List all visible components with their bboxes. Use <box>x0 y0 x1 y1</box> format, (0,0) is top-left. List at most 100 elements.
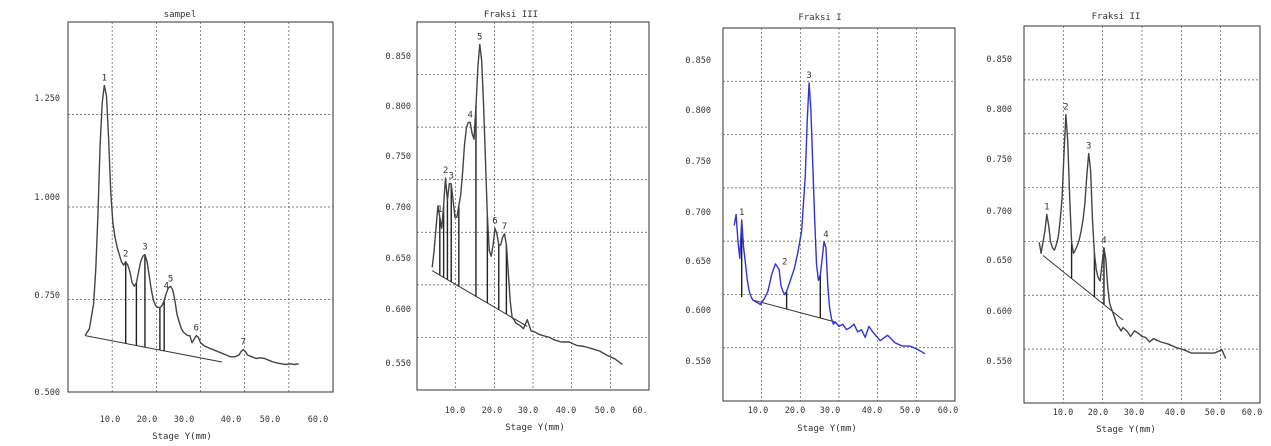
y-tick-label: 0.550 <box>986 357 1012 367</box>
x-tick-label: 40.0 <box>1165 408 1185 418</box>
x-tick-label: 40.0 <box>862 406 882 416</box>
y-tick-label: 0.750 <box>986 155 1012 165</box>
peak-label: 4 <box>823 230 828 240</box>
y-tick-label: 1.250 <box>34 94 60 104</box>
peak-label: 4 <box>164 281 169 291</box>
y-tick-label: 0.750 <box>385 152 411 162</box>
peak-label: 5 <box>168 274 173 284</box>
y-tick-label: 0.850 <box>385 52 411 62</box>
peak-label: 6 <box>492 216 497 226</box>
peak-label: 3 <box>142 243 147 253</box>
x-axis-ticks: 10.0 20.0 30.0 40.0 50.0 60.0 <box>1053 408 1262 418</box>
chromatogram-line <box>733 82 926 355</box>
x-tick-label: 10.0 <box>1053 408 1073 418</box>
y-tick-label: 0.750 <box>34 291 60 301</box>
y-tick-label: 0.800 <box>385 102 411 112</box>
y-axis-ticks: 0.850 0.800 0.750 0.700 0.650 0.600 0.55… <box>685 56 711 367</box>
x-axis-ticks: 10.0 20.0 30.0 40.0 50.0 60.0 <box>748 406 958 416</box>
x-tick-label: 30.0 <box>1124 408 1144 418</box>
peak-label: 2 <box>123 250 128 260</box>
baseline-line <box>1042 255 1124 321</box>
chart-panel-fraksi-iii: Fraksi III 0.850 0.800 0.750 0.700 0.650… <box>385 10 650 433</box>
gridlines <box>417 22 649 390</box>
x-tick-label: 60.0 <box>1242 408 1262 418</box>
x-tick-label: 30.0 <box>174 415 194 425</box>
peak-label: 2 <box>1063 103 1068 113</box>
y-tick-label: 0.500 <box>34 388 60 398</box>
y-tick-label: 0.700 <box>986 207 1012 217</box>
gridlines <box>1024 26 1260 403</box>
chart-panel-fraksi-i: Fraksi I 0.850 0.800 0.750 0.700 0.650 0… <box>685 13 958 434</box>
y-tick-label: 0.550 <box>385 359 411 369</box>
chart-marks: 1 2 3 4 <box>733 71 926 355</box>
y-tick-label: 0.700 <box>385 203 411 213</box>
peak-label: 3 <box>1086 142 1091 152</box>
x-tick-label: 60. <box>632 406 647 416</box>
peak-label: 4 <box>468 110 473 120</box>
y-tick-label: 0.600 <box>385 305 411 315</box>
y-tick-label: 0.850 <box>685 56 711 66</box>
x-tick-label: 40.0 <box>556 406 576 416</box>
x-tick-label: 10.0 <box>100 415 120 425</box>
chart-marks: 1 2 3 4 <box>1038 103 1227 359</box>
y-tick-label: 0.600 <box>986 307 1012 317</box>
y-axis-ticks: 0.850 0.800 0.750 0.700 0.650 0.600 0.55… <box>385 52 411 369</box>
chart-title: sampel <box>164 10 197 20</box>
peak-label: 7 <box>502 222 507 232</box>
peak-label: 3 <box>806 71 811 81</box>
y-tick-label: 0.600 <box>685 306 711 316</box>
y-tick-label: 0.800 <box>685 106 711 116</box>
x-tick-label: 30.0 <box>518 406 538 416</box>
x-tick-label: 50.0 <box>1205 408 1225 418</box>
y-tick-label: 1.000 <box>34 193 60 203</box>
y-tick-label: 0.650 <box>685 257 711 267</box>
x-tick-label: 40.0 <box>221 415 241 425</box>
x-tick-label: 10.0 <box>445 406 465 416</box>
x-tick-label: 10.0 <box>748 406 768 416</box>
x-axis-label: Stage Y(mm) <box>505 423 565 433</box>
peak-label: 1 <box>102 73 107 83</box>
x-axis-label: Stage Y(mm) <box>1096 425 1156 435</box>
gridlines <box>723 28 955 401</box>
x-tick-label: 60.0 <box>938 406 958 416</box>
y-tick-label: 0.850 <box>986 55 1012 65</box>
y-tick-label: 0.700 <box>685 208 711 218</box>
peak-label: 2 <box>782 257 787 267</box>
chromatogram-line <box>84 84 299 366</box>
chart-panel-sampel: sampel 1.250 1.000 0.750 0.500 10.0 20.0… <box>34 10 334 442</box>
x-tick-label: 50.0 <box>900 406 920 416</box>
peak-label: 1 <box>739 208 744 218</box>
x-tick-label: 50.0 <box>595 406 615 416</box>
peak-label: 1 <box>1044 203 1049 213</box>
chromatogram-line <box>1038 113 1227 359</box>
peak-label: 2 <box>443 166 448 176</box>
y-axis-ticks: 0.850 0.800 0.750 0.700 0.650 0.600 0.55… <box>986 55 1012 367</box>
x-axis-label: Stage Y(mm) <box>152 432 212 442</box>
x-tick-label: 30.0 <box>820 406 840 416</box>
chart-panel-fraksi-ii: Fraksi II 0.850 0.800 0.750 0.700 0.650 … <box>986 12 1262 435</box>
y-tick-label: 0.750 <box>685 157 711 167</box>
x-tick-label: 50.0 <box>260 415 280 425</box>
x-axis-ticks: 10.0 20.0 30.0 40.0 50.0 60.0 <box>100 415 328 425</box>
x-tick-label: 20.0 <box>137 415 157 425</box>
x-tick-label: 20.0 <box>1088 408 1108 418</box>
x-tick-label: 20.0 <box>482 406 502 416</box>
peak-label: 5 <box>477 32 482 42</box>
peak-label: 3 <box>449 172 454 182</box>
y-tick-label: 0.800 <box>986 105 1012 115</box>
y-axis-ticks: 1.250 1.000 0.750 0.500 <box>34 94 60 398</box>
chart-title: Fraksi I <box>798 13 841 23</box>
peak-label: 7 <box>241 338 246 348</box>
y-tick-label: 0.650 <box>986 256 1012 266</box>
gridlines <box>68 22 333 392</box>
chart-title: Fraksi III <box>484 10 538 20</box>
y-tick-label: 0.650 <box>385 254 411 264</box>
chart-marks: 1 2 3 45 6 7 <box>84 73 299 366</box>
peak-label: 6 <box>194 324 199 334</box>
x-axis-label: Stage Y(mm) <box>797 424 857 434</box>
x-tick-label: 20.0 <box>785 406 805 416</box>
peak-label: 4 <box>1101 236 1106 246</box>
baseline-line <box>85 335 222 363</box>
peak-label: 1 <box>437 205 442 215</box>
